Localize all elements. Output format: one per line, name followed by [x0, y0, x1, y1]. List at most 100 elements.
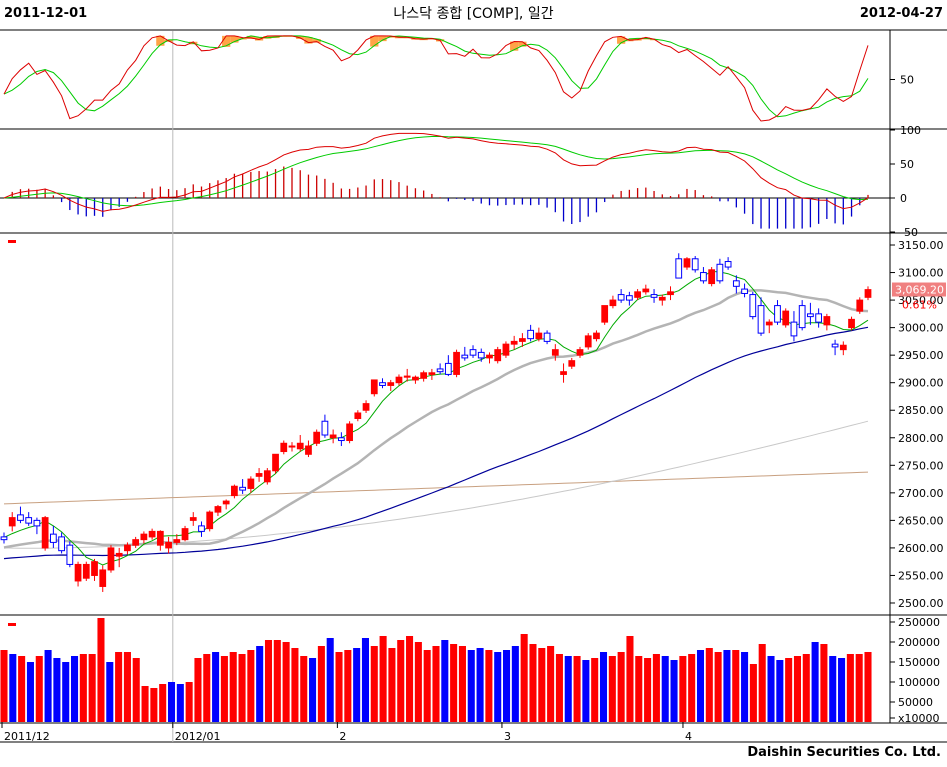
price-tick-label: 2800.00: [898, 432, 944, 445]
ma5-line: [3, 270, 869, 566]
price-tick-label: 2750.00: [898, 459, 944, 472]
volume-bar: [26, 662, 34, 722]
candle-body: [198, 525, 205, 532]
candle-body: [33, 519, 41, 527]
stoch-d-line: [3, 35, 869, 118]
candle-body: [247, 478, 255, 489]
candle-body: [189, 517, 197, 521]
stoch-k-line: [3, 35, 869, 122]
candle-body: [346, 423, 353, 442]
candle-body: [313, 431, 321, 444]
volume-bar: [379, 636, 387, 722]
volume-bar: [220, 656, 228, 722]
candle-body: [156, 530, 164, 546]
volume-bar: [18, 656, 26, 722]
candle-body: [403, 375, 411, 378]
candle-body: [716, 263, 724, 282]
volume-bar: [150, 688, 158, 722]
macd-signal-line: [3, 135, 869, 207]
volume-bar: [829, 656, 837, 722]
candle-body: [675, 258, 683, 279]
macd-tick-label: 0: [900, 192, 907, 205]
price-tick-label: 2850.00: [898, 404, 944, 417]
volume-bar: [185, 682, 193, 722]
volume-tick-label: 50000: [898, 696, 933, 709]
volume-bar: [749, 664, 757, 722]
ma120-line: [3, 420, 869, 549]
volume-bar: [758, 644, 766, 722]
candle-body: [321, 420, 329, 436]
volume-bar: [353, 648, 361, 722]
volume-bar: [511, 646, 519, 722]
candle-body: [691, 258, 699, 271]
candle-body: [296, 442, 304, 450]
volume-bar: [229, 652, 237, 722]
start-date: 2011-12-01: [4, 6, 88, 21]
candle-body: [486, 354, 493, 359]
volume-bar: [503, 650, 511, 722]
candle-body: [494, 349, 502, 362]
volume-bar: [476, 648, 484, 722]
candle-body: [239, 486, 247, 491]
volume-bar: [793, 656, 801, 722]
candle-body: [124, 544, 131, 552]
candle-body: [568, 360, 576, 367]
candle-body: [650, 294, 658, 298]
stoch-overbought-fill: [378, 35, 387, 42]
price-tick-label: 2650.00: [898, 514, 944, 527]
candle-body: [658, 296, 666, 301]
volume-bar: [132, 658, 140, 722]
volume-bar: [159, 684, 167, 722]
candle-body: [428, 372, 436, 375]
volume-bar: [300, 656, 308, 722]
price-tick-label: 3150.00: [898, 239, 944, 252]
candle-body: [765, 321, 773, 326]
candle-body: [527, 329, 535, 340]
volume-bar: [555, 654, 563, 722]
price-tick-label: 3050.00: [898, 294, 944, 307]
candle-body: [551, 349, 559, 356]
candle-body: [231, 485, 238, 497]
volume-bar: [317, 646, 325, 722]
volume-bar: [696, 650, 705, 722]
candle-body: [625, 295, 633, 301]
candle-body: [724, 261, 732, 268]
candle-body: [782, 310, 790, 326]
candle-body: [436, 368, 444, 373]
end-date: 2012-04-27: [859, 6, 943, 21]
footer-company: Daishin Securities Co. Ltd.: [747, 745, 941, 760]
candle-body: [181, 528, 189, 541]
volume-tick-label: 200000: [898, 636, 940, 649]
candle-body: [560, 371, 567, 375]
stoch-tick-label: 50: [900, 74, 914, 87]
volume-bar: [864, 652, 872, 722]
volume-bar: [414, 642, 422, 722]
stoch-overbought-fill: [254, 37, 264, 41]
candle-body: [444, 362, 452, 375]
volume-bar: [626, 636, 634, 722]
candle-body: [222, 500, 230, 505]
candle-body: [519, 338, 526, 342]
stoch-overbought-fill: [296, 35, 305, 39]
volume-bar: [79, 654, 87, 722]
volume-bar: [520, 634, 528, 722]
volume-bar: [670, 660, 678, 722]
volume-bar: [564, 656, 572, 722]
volume-bar: [388, 648, 396, 722]
candle-body: [823, 316, 831, 326]
candle-body: [288, 445, 296, 448]
candle-body: [8, 517, 16, 527]
volume-bar: [247, 650, 255, 722]
volume-bar: [423, 650, 431, 722]
candle-body: [757, 305, 765, 334]
volume-bar: [370, 646, 378, 722]
volume-tick-label: x10000: [898, 712, 940, 725]
volume-bar: [705, 648, 713, 722]
volume-bar: [9, 654, 17, 722]
candle-body: [634, 291, 641, 298]
volume-bar: [432, 646, 440, 722]
candle-body: [82, 563, 90, 579]
candle-body: [584, 335, 592, 348]
